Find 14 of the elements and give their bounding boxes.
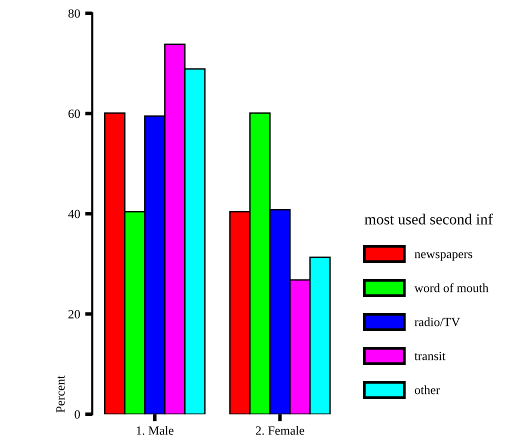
y-tick-label: 0 [74, 410, 80, 419]
legend-label: word of mouth [414, 283, 488, 292]
legend-label: radio/TV [414, 317, 460, 326]
legend-title: most used second inf [364, 214, 493, 224]
y-tick-label: 80 [68, 9, 80, 18]
y-tick-label: 40 [68, 210, 80, 218]
y-tick-label: 60 [68, 110, 80, 118]
y-tick-label: 20 [68, 310, 80, 318]
legend-label: other [414, 385, 440, 394]
legend-label: transit [414, 352, 446, 360]
x-tick-label: 2. Female [256, 426, 304, 435]
legend-label: newspapers [414, 252, 472, 261]
y-axis-title: Percent [56, 375, 65, 413]
x-tick-label: 1. Male [136, 426, 174, 435]
